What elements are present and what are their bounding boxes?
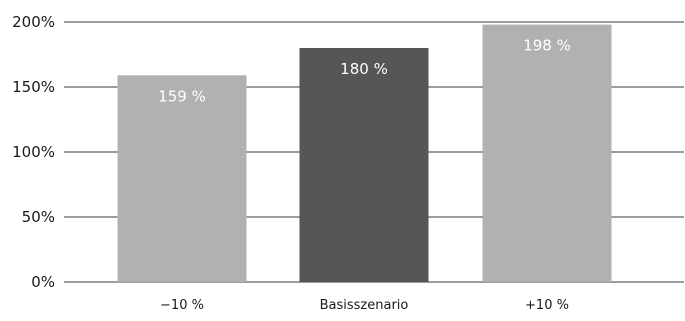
y-tick-label: 50% bbox=[22, 208, 55, 226]
bar bbox=[482, 24, 612, 282]
bar-data-label: 180 % bbox=[340, 60, 388, 78]
bar-data-label: 159 % bbox=[158, 87, 206, 105]
y-tick-label: 0% bbox=[31, 273, 55, 291]
y-tick-label: 150% bbox=[12, 78, 55, 96]
x-axis-category-labels: −10 % Basisszenario +10 % bbox=[160, 298, 569, 313]
x-category-label: −10 % bbox=[160, 298, 204, 313]
bar-data-label: 198 % bbox=[523, 37, 571, 55]
x-category-label: +10 % bbox=[525, 298, 569, 313]
y-tick-label: 100% bbox=[12, 143, 55, 161]
bar bbox=[117, 75, 247, 282]
bars: 159 % 180 % 198 % bbox=[117, 24, 612, 282]
bar bbox=[299, 48, 429, 282]
y-tick-label: 200% bbox=[12, 13, 55, 31]
y-axis-tick-labels: 0% 50% 100% 150% 200% bbox=[12, 13, 55, 291]
x-category-label: Basisszenario bbox=[320, 298, 409, 313]
